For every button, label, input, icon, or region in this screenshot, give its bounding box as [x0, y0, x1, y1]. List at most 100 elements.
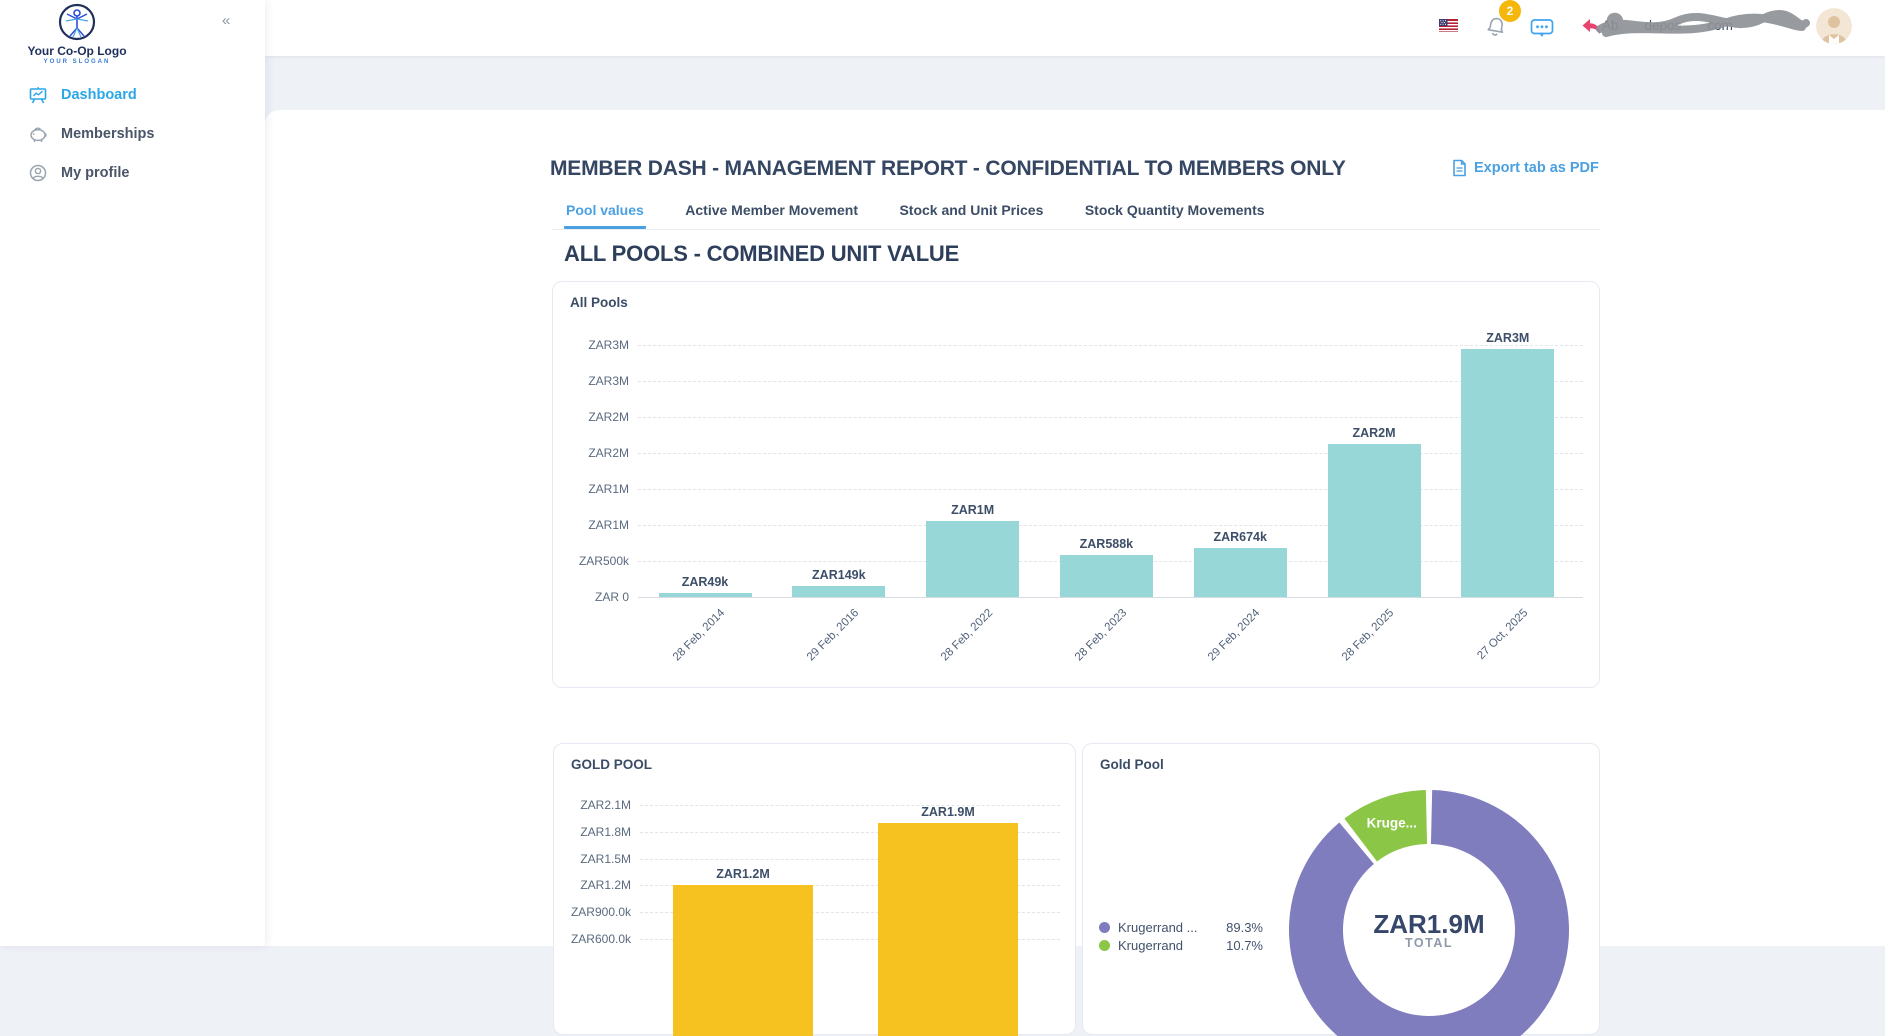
bar-value-label: ZAR1.2M [716, 867, 770, 882]
y-axis-tick: ZAR500k [578, 554, 629, 568]
piggy-bank-icon [30, 127, 47, 142]
x-axis-label: 29 Feb, 2024 [1206, 607, 1263, 664]
dashboard-chart-icon [29, 87, 47, 104]
gridline [640, 858, 1060, 860]
bar[interactable] [673, 885, 813, 1036]
bar[interactable] [658, 593, 752, 597]
logo-title: Your Co-Op Logo [27, 44, 127, 58]
y-axis-tick: ZAR600.0k [570, 932, 631, 946]
x-axis-label: 28 Feb, 2014 [671, 607, 728, 664]
bar[interactable] [1193, 548, 1287, 597]
donut-slice[interactable] [1289, 790, 1569, 1036]
donut-slice[interactable] [1344, 790, 1428, 862]
chart-title: Gold Pool [1100, 757, 1164, 772]
sidebar-item-label: Memberships [61, 126, 155, 142]
gold-pool-bar-chart: ZAR600.0k ZAR900.0k ZAR1.2M ZAR1.5M ZAR1.8M Z… [554, 744, 1077, 1036]
legend-item[interactable]: Krugerrand ... 89.3% [1099, 920, 1263, 935]
bar-value-label: ZAR1.9M [921, 804, 975, 819]
us-flag-language-icon[interactable] [1439, 19, 1458, 32]
y-axis-tick: ZAR1M [588, 482, 629, 496]
y-axis-tick: ZAR1M [588, 518, 629, 532]
gridline [640, 831, 1060, 833]
donut-total-label: TOTAL [1404, 936, 1453, 950]
bar[interactable] [878, 822, 1018, 1036]
gold-pool-donut-card: Gold Pool Kruge... ZAR1.9M TOTAL Krugerr… [1082, 743, 1601, 1036]
chart-title: GOLD POOL [571, 757, 652, 772]
page-title: MEMBER DASH - MANAGEMENT REPORT - CONFID… [550, 157, 1346, 180]
legend-dot-purple [1099, 922, 1110, 933]
y-axis-tick: ZAR900.0k [570, 905, 631, 920]
coop-logo-icon [58, 3, 96, 41]
bar-value-label: ZAR3M [1486, 331, 1530, 346]
gridline [638, 453, 1583, 454]
x-axis-label: 27 Oct, 2025 [1475, 607, 1531, 663]
x-axis-label: 29 Feb, 2016 [804, 607, 862, 664]
gridline [640, 939, 1060, 940]
bar-value-label: ZAR588k [1079, 536, 1134, 551]
tab-pool-values[interactable]: Pool values [564, 202, 646, 229]
avatar[interactable] [1816, 8, 1852, 44]
y-axis-tick: ZAR3M [588, 338, 629, 352]
gold-pool-bar-card: GOLD POOL ZAR600.0k ZAR900.0k ZAR1.2M ZAR1.… [553, 743, 1077, 1036]
all-pools-chart-card: All Pools ZAR 0 ZAR500k ZAR1M ZAR1M ZAR2M ZAR… [552, 281, 1600, 688]
y-axis-tick: ZAR2M [588, 410, 629, 424]
gridline [640, 912, 1060, 914]
gridline [638, 489, 1583, 490]
sidebar-item-memberships[interactable]: Memberships [0, 119, 265, 149]
report-tabs: Pool values Active Member Movement Stock… [552, 202, 1600, 230]
tab-stock-and-unit-prices[interactable]: Stock and Unit Prices [899, 202, 1044, 218]
gridline [640, 805, 1060, 806]
tab-stock-quantity-movements[interactable]: Stock Quantity Movements [1084, 202, 1265, 218]
sidebar-item-label: My profile [61, 165, 130, 181]
bar[interactable] [792, 586, 886, 597]
y-axis-tick: ZAR1.2M [580, 878, 631, 893]
export-pdf-button[interactable]: Export tab as PDF [1452, 159, 1599, 177]
gridline [638, 381, 1583, 382]
gridline [638, 417, 1583, 418]
gold-pool-donut-chart: Kruge... [1083, 744, 1601, 1036]
notification-count-badge[interactable]: 2 [1499, 0, 1521, 22]
gridline [640, 885, 1060, 887]
sidebar-item-label: Dashboard [61, 87, 137, 103]
sidebar-item-my-profile[interactable]: My profile [0, 158, 265, 188]
tab-active-member-movement[interactable]: Active Member Movement [685, 202, 858, 218]
sidebar-collapse-button[interactable]: « [222, 12, 231, 29]
user-email-redacted[interactable]: Ab depos com [1596, 10, 1810, 37]
bar[interactable] [1461, 349, 1555, 597]
bar-value-label: ZAR49k [681, 575, 729, 590]
bell-notifications-icon[interactable] [1484, 15, 1508, 39]
chart-title: All Pools [570, 295, 628, 310]
gridline [638, 525, 1583, 526]
y-axis-tick: ZAR1.5M [580, 851, 631, 866]
pdf-document-icon [1453, 159, 1466, 177]
gridline [638, 597, 1583, 598]
bar-value-label: ZAR674k [1213, 530, 1267, 545]
logo-slogan: YOUR SLOGAN [43, 59, 111, 65]
x-axis-label: 28 Feb, 2022 [938, 607, 996, 664]
donut-total-value: ZAR1.9M [1373, 909, 1485, 939]
section-heading: ALL POOLS - COMBINED UNIT VALUE [564, 241, 960, 266]
bar-value-label: ZAR149k [812, 568, 866, 583]
x-axis-label: 28 Feb, 2025 [1340, 607, 1397, 664]
sidebar-item-dashboard[interactable]: Dashboard [0, 80, 265, 110]
gridline [638, 345, 1583, 346]
reply-arrow-icon[interactable] [1580, 16, 1602, 36]
user-profile-icon [29, 164, 47, 182]
bar[interactable] [1327, 444, 1421, 597]
bar[interactable] [1059, 554, 1153, 597]
chat-messages-icon[interactable] [1530, 18, 1554, 40]
y-axis-tick: ZAR1.8M [580, 824, 631, 839]
bar-value-label: ZAR1M [951, 503, 995, 518]
donut-slice-label: Kruge... [1366, 815, 1417, 831]
bar-value-label: ZAR2M [1352, 426, 1396, 441]
x-axis-label: 28 Feb, 2023 [1072, 607, 1129, 664]
logo: Your Co-Op Logo YOUR SLOGAN [7, 2, 147, 65]
y-axis-tick: ZAR2.1M [580, 798, 631, 812]
legend-percent: 89.3% [1226, 920, 1263, 935]
sidebar: Your Co-Op Logo YOUR SLOGAN « Dashboard … [0, 0, 265, 946]
y-axis-tick: ZAR 0 [594, 590, 629, 604]
y-axis-tick: ZAR3M [588, 374, 629, 388]
bar[interactable] [926, 521, 1020, 597]
redaction-scribble [1596, 10, 1810, 37]
y-axis-tick: ZAR2M [588, 446, 629, 460]
